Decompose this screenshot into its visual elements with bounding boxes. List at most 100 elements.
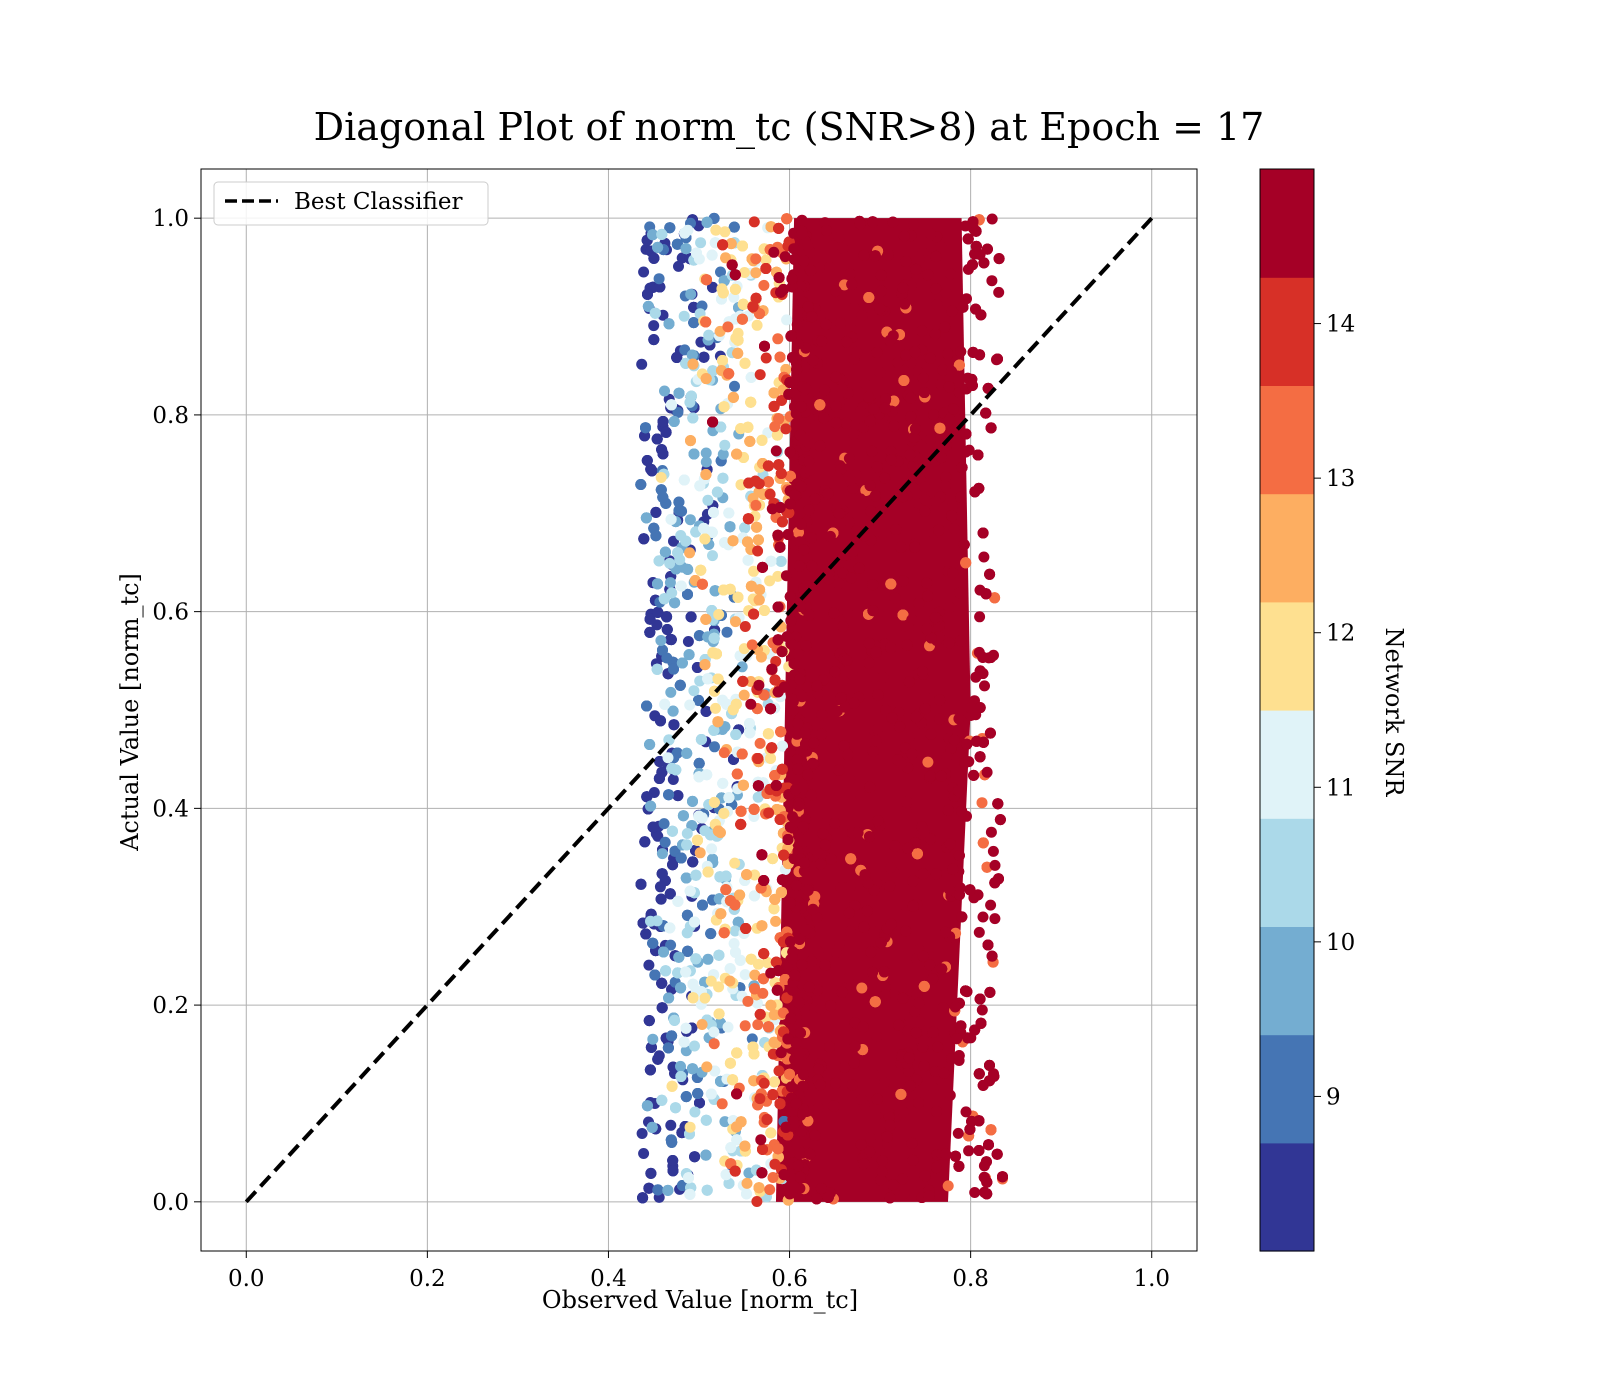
scatter-point	[664, 222, 676, 234]
scatter-point	[757, 1143, 768, 1155]
scatter-point	[744, 435, 756, 447]
scatter-point	[758, 1077, 770, 1089]
scatter-point	[670, 764, 682, 776]
scatter-point	[851, 346, 863, 358]
scatter-point	[910, 263, 922, 275]
scatter-point	[884, 1192, 896, 1204]
scatter-point	[675, 1071, 687, 1082]
scatter-point	[814, 1079, 826, 1091]
scatter-point	[698, 351, 710, 363]
scatter-point	[748, 1048, 760, 1060]
scatter-point	[770, 445, 782, 457]
scatter-point	[955, 491, 967, 503]
scatter-point	[905, 411, 917, 423]
scatter-point	[827, 240, 839, 252]
scatter-point	[725, 238, 737, 250]
scatter-point	[720, 884, 732, 896]
scatter-point	[666, 825, 678, 837]
scatter-point	[968, 769, 980, 781]
scatter-point	[719, 537, 731, 549]
scatter-point	[925, 833, 936, 845]
scatter-point	[867, 579, 879, 591]
scatter-point	[824, 530, 836, 542]
scatter-point	[796, 228, 807, 240]
scatter-point	[940, 1148, 952, 1160]
scatter-point	[751, 1196, 763, 1207]
scatter-point	[700, 447, 712, 459]
scatter-point	[806, 956, 818, 967]
scatter-point	[986, 275, 998, 287]
scatter-point	[845, 475, 857, 486]
scatter-point	[647, 1033, 659, 1045]
scatter-point	[737, 298, 749, 310]
scatter-point	[942, 1180, 954, 1192]
scatter-point	[910, 1027, 922, 1039]
scatter-point	[875, 285, 887, 297]
scatter-point	[925, 632, 937, 644]
scatter-point	[905, 280, 917, 292]
scatter-point	[973, 1115, 985, 1127]
scatter-point	[731, 1088, 743, 1100]
scatter-point	[773, 272, 785, 284]
scatter-point	[682, 588, 693, 600]
scatter-point	[885, 862, 897, 874]
scatter-point	[776, 763, 788, 775]
scatter-point	[974, 611, 986, 623]
scatter-point	[871, 347, 883, 358]
scatter-point	[988, 1070, 1000, 1082]
scatter-point	[647, 821, 659, 833]
scatter-point	[717, 472, 729, 484]
scatter-point	[688, 448, 700, 460]
scatter-point	[659, 698, 671, 710]
scatter-point	[752, 791, 764, 803]
scatter-point	[752, 1019, 764, 1031]
scatter-point	[702, 673, 714, 685]
scatter-point	[700, 613, 712, 625]
scatter-point	[784, 591, 796, 603]
scatter-point	[803, 504, 815, 516]
scatter-point	[927, 1026, 939, 1038]
scatter-point	[667, 1165, 679, 1177]
scatter-point	[681, 909, 693, 921]
scatter-point	[925, 228, 936, 240]
scatter-point	[790, 880, 802, 891]
scatter-point	[784, 936, 796, 947]
scatter-point	[718, 584, 730, 596]
scatter-point	[708, 1026, 720, 1038]
scatter-point	[650, 530, 662, 542]
scatter-point	[955, 346, 967, 358]
scatter-point	[960, 428, 972, 440]
scatter-point	[734, 954, 746, 966]
scatter-point	[684, 514, 696, 526]
scatter-point	[931, 298, 943, 310]
scatter-point	[750, 499, 762, 511]
scatter-point	[680, 1022, 692, 1034]
scatter-point	[874, 367, 886, 378]
scatter-point	[658, 946, 669, 958]
scatter-point	[734, 889, 746, 901]
scatter-point	[802, 301, 814, 313]
scatter-point	[687, 358, 699, 370]
scatter-point	[785, 1081, 797, 1093]
scatter-point	[689, 916, 700, 928]
scatter-point	[663, 992, 675, 1004]
scatter-point	[768, 400, 780, 412]
scatter-point	[693, 630, 705, 642]
scatter-point	[700, 469, 712, 480]
scatter-point	[638, 1148, 650, 1159]
scatter-point	[880, 395, 891, 406]
scatter-point	[848, 697, 860, 709]
scatter-point	[879, 1103, 891, 1115]
scatter-point	[906, 748, 918, 760]
scatter-point	[944, 838, 956, 850]
scatter-point	[754, 737, 766, 749]
scatter-point	[953, 604, 965, 616]
scatter-point	[832, 472, 844, 484]
scatter-point	[656, 1002, 668, 1014]
scatter-point	[717, 777, 729, 789]
scatter-point	[727, 535, 739, 547]
scatter-point	[898, 375, 910, 386]
scatter-point	[756, 920, 768, 932]
scatter-point	[642, 300, 654, 312]
scatter-point	[970, 225, 982, 237]
